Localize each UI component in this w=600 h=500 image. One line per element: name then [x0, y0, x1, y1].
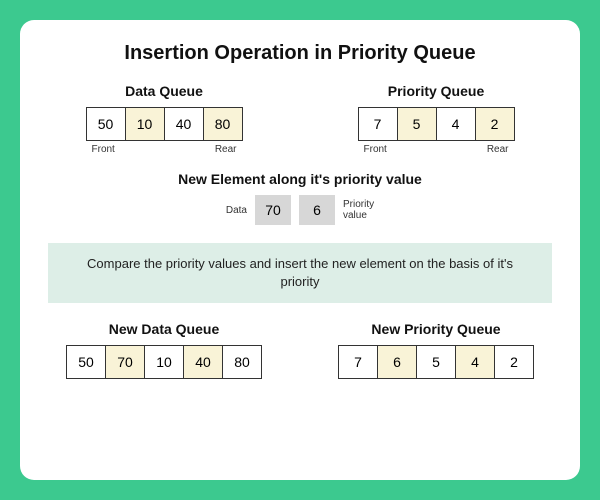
queue-cell: 10 [125, 107, 165, 141]
priority-label-l2: value [343, 210, 367, 221]
priority-queue-wrap: 7542 Front Rear [358, 107, 515, 155]
queue-cell: 50 [86, 107, 126, 141]
rear-label: Rear [215, 144, 237, 155]
data-label: Data [226, 205, 247, 216]
new-priority-cell: 6 [299, 195, 335, 225]
priority-queue-block: Priority Queue 7542 Front Rear [320, 83, 552, 155]
diagram-card: Insertion Operation in Priority Queue Da… [20, 20, 580, 480]
queue-cell: 7 [338, 345, 378, 379]
new-priority-queue-block: New Priority Queue 76542 [320, 321, 552, 379]
queue-cell: 4 [455, 345, 495, 379]
queue-cell: 5 [397, 107, 437, 141]
queue-cell: 4 [436, 107, 476, 141]
queue-cell: 80 [222, 345, 262, 379]
queue-cell: 40 [183, 345, 223, 379]
page-title: Insertion Operation in Priority Queue [48, 42, 552, 65]
new-data-queue-block: New Data Queue 5070104080 [48, 321, 280, 379]
data-queue: 50104080 [86, 107, 243, 141]
new-data-queue-title: New Data Queue [109, 321, 219, 337]
queue-cell: 7 [358, 107, 398, 141]
priority-queue-labels: Front Rear [358, 144, 515, 155]
new-priority-queue: 76542 [338, 345, 534, 379]
priority-label-l1: Priority [343, 199, 374, 210]
data-queue-wrap: 50104080 Front Rear [86, 107, 243, 155]
front-label: Front [364, 144, 387, 155]
bottom-row: New Data Queue 5070104080 New Priority Q… [48, 321, 552, 379]
data-queue-title: Data Queue [125, 83, 203, 99]
queue-cell: 70 [105, 345, 145, 379]
new-data-queue: 5070104080 [66, 345, 262, 379]
data-queue-labels: Front Rear [86, 144, 243, 155]
queue-cell: 6 [377, 345, 417, 379]
data-queue-block: Data Queue 50104080 Front Rear [48, 83, 280, 155]
new-priority-queue-title: New Priority Queue [371, 321, 500, 337]
priority-queue: 7542 [358, 107, 515, 141]
explain-box: Compare the priority values and insert t… [48, 243, 552, 303]
new-element-title: New Element along it's priority value [48, 171, 552, 187]
queue-cell: 5 [416, 345, 456, 379]
priority-queue-title: Priority Queue [388, 83, 484, 99]
rear-label: Rear [487, 144, 509, 155]
queue-cell: 80 [203, 107, 243, 141]
new-data-cell: 70 [255, 195, 291, 225]
queue-cell: 40 [164, 107, 204, 141]
queue-cell: 10 [144, 345, 184, 379]
new-element-row: Data 70 6 Priority value [48, 195, 552, 225]
queue-cell: 50 [66, 345, 106, 379]
queue-cell: 2 [494, 345, 534, 379]
front-label: Front [92, 144, 115, 155]
top-row: Data Queue 50104080 Front Rear Priority … [48, 83, 552, 155]
priority-label: Priority value [343, 199, 374, 221]
queue-cell: 2 [475, 107, 515, 141]
